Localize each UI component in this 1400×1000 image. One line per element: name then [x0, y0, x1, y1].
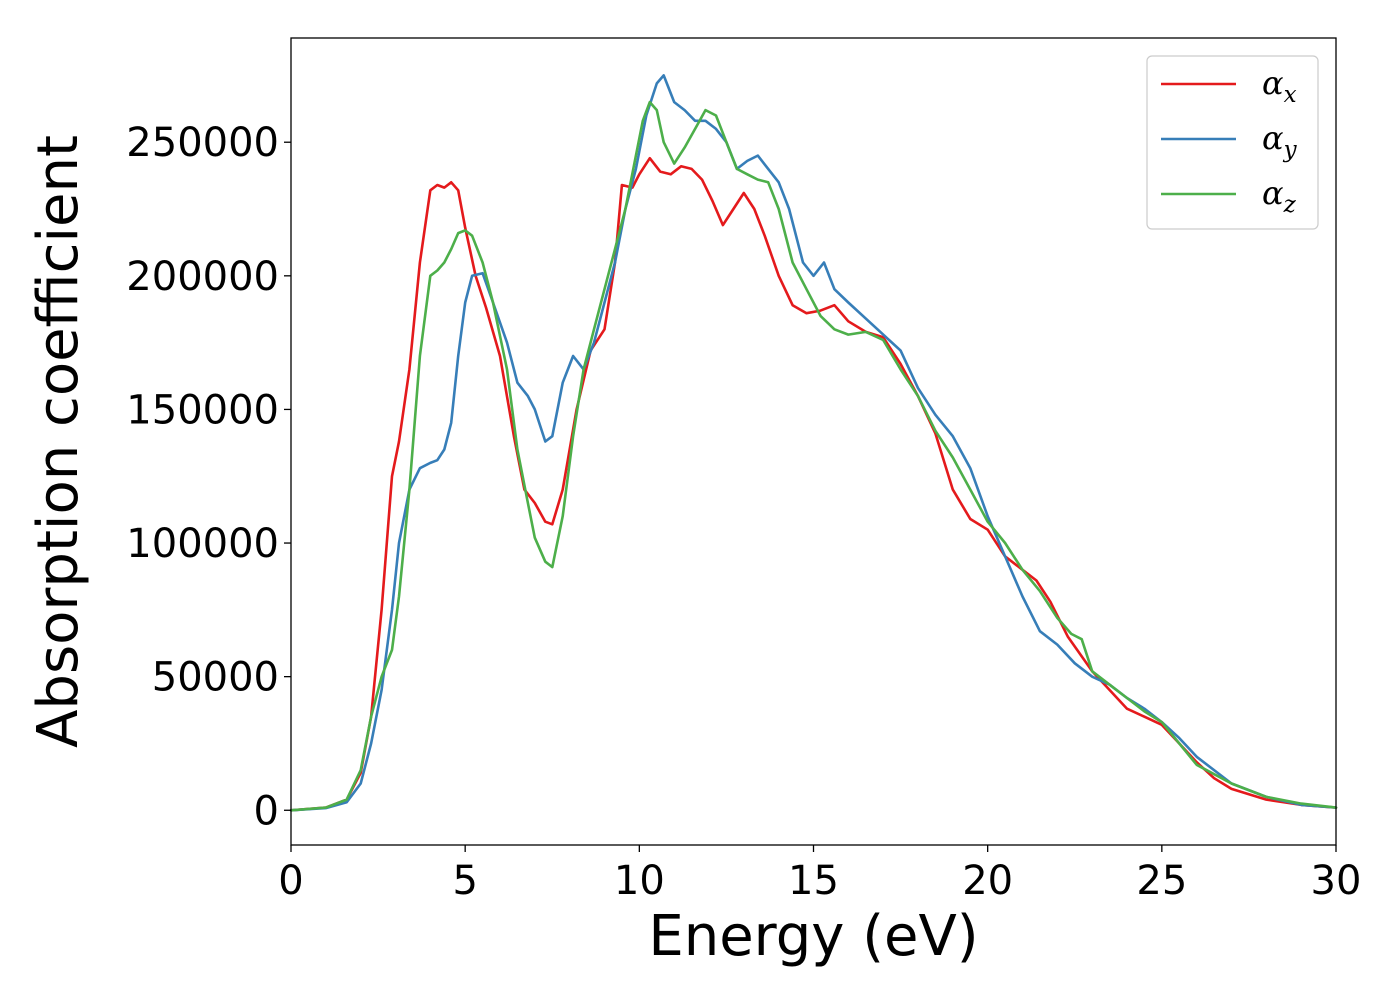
y-tick-label: 250000 — [126, 120, 279, 166]
x-axis-label: Energy (eV) — [648, 904, 978, 969]
x-tick-label: 0 — [278, 858, 303, 904]
y-tick-label: 200000 — [126, 254, 279, 300]
y-axis-ticks: 0 50000 100000 150000 200000 250000 — [126, 120, 291, 834]
series-line-alpha-z — [289, 100, 1338, 812]
x-axis-ticks: 0 5 10 15 20 25 30 — [278, 845, 1361, 904]
y-axis-label: Absorption coefficient — [26, 135, 91, 748]
series-line-alpha-y — [289, 74, 1338, 812]
x-tick-label: 25 — [1136, 858, 1187, 904]
legend-box — [1146, 55, 1319, 230]
series-layer — [289, 74, 1338, 812]
y-tick-label: 100000 — [126, 521, 279, 567]
y-tick-label: 0 — [254, 788, 279, 834]
x-tick-label: 30 — [1311, 858, 1362, 904]
x-tick-label: 10 — [614, 858, 665, 904]
x-tick-label: 20 — [962, 858, 1013, 904]
y-tick-label: 50000 — [152, 655, 279, 701]
y-tick-label: 150000 — [126, 387, 279, 433]
x-tick-label: 5 — [452, 858, 477, 904]
x-tick-label: 15 — [788, 858, 839, 904]
